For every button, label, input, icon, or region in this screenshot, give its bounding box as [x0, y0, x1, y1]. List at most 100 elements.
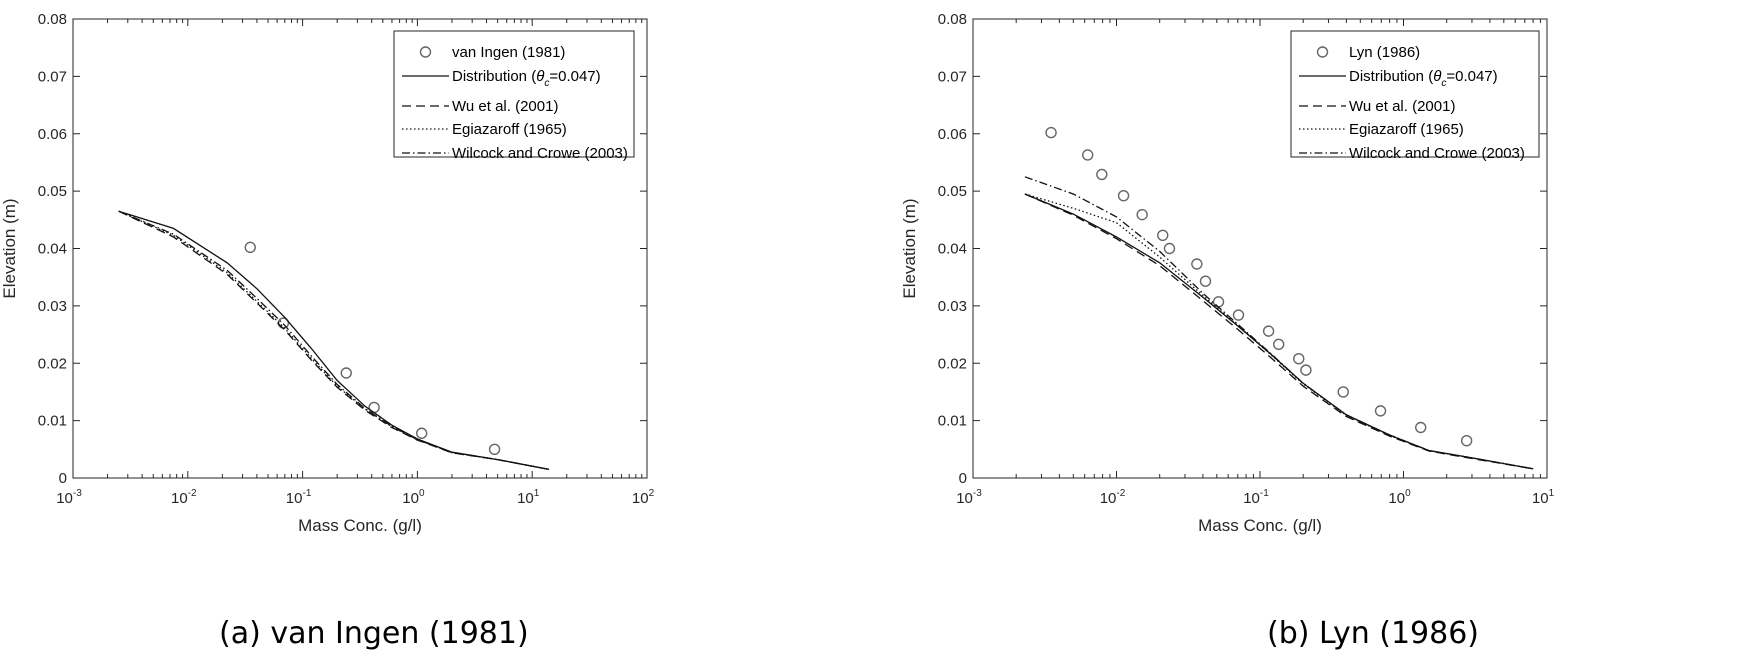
y-tick-label: 0.08: [938, 11, 967, 28]
x-tick-label: 10-2: [1100, 488, 1126, 507]
legend-label: Egiazaroff (1965): [452, 121, 567, 138]
x-tick-label: 102: [632, 488, 655, 507]
panel-b: 10-3 10-2 10-1 100 101 0 0.01 0.02 0.03 0.04 0.05 0…: [870, 0, 1753, 664]
legend-box: [393, 30, 635, 158]
legend-label: Wilcock and Crowe (2003): [452, 145, 628, 162]
series-line-dotted: [1024, 193, 1534, 470]
y-tick-label: 0.01: [938, 413, 967, 430]
data-point-circle: [1045, 126, 1057, 139]
x-axis-label: Mass Conc. (g/l): [1198, 516, 1322, 535]
y-tick-label: 0: [959, 470, 967, 487]
y-axis-label: Elevation (m): [900, 198, 919, 298]
data-point-circle: [1262, 325, 1275, 337]
legend-label: Lyn (1986): [1349, 44, 1420, 61]
data-point-circle: [1136, 208, 1148, 221]
x-tick-base: 10: [171, 490, 188, 507]
x-tick-base: 10: [632, 490, 649, 507]
legend-swatch-circle: [1316, 46, 1329, 58]
y-axis-label: Elevation (m): [0, 198, 19, 298]
x-tick-label: 10-1: [1243, 488, 1269, 507]
data-point-circle: [1163, 242, 1176, 255]
data-point-circle: [1460, 435, 1473, 447]
x-tick-base: 10: [1243, 490, 1260, 507]
y-tick-label: 0.01: [38, 413, 67, 430]
panel-a: 10-3 10-2 10-1 100 101 102 0 0.01 0.02 0.03 0.04 0.…: [0, 0, 870, 664]
y-tick-label: 0.06: [38, 126, 67, 143]
data-point-circle: [1273, 338, 1285, 351]
x-tick-exponent: -3: [973, 488, 982, 499]
legend-label: Distribution (θc=0.047): [452, 68, 601, 89]
x-tick-label: 100: [1388, 488, 1411, 507]
series-line-dashdot: [118, 210, 550, 471]
data-point-circle: [1191, 258, 1203, 270]
legend-label: Distribution (θc=0.047): [1349, 68, 1498, 89]
series-line-dotted: [118, 210, 550, 471]
data-point-circle: [1337, 386, 1349, 398]
legend-label: Wu et al. (2001): [1349, 98, 1455, 115]
data-point-circle: [1199, 275, 1212, 287]
x-tick-base: 10: [956, 490, 973, 507]
x-tick-label: 10-3: [956, 488, 982, 507]
x-tick-label: 100: [402, 488, 425, 507]
data-point-circle: [1374, 405, 1387, 417]
chart-a-svg: 10-3 10-2 10-1 100 101 10200.010.020.030.040.…: [0, 11, 655, 535]
legend-label-subscript: c: [544, 78, 549, 89]
x-tick-base: 10: [1100, 490, 1117, 507]
x-tick-base: 10: [286, 490, 303, 507]
data-point-circle: [488, 443, 501, 456]
x-tick-label: 10-1: [286, 488, 312, 507]
data-point-circle: [340, 367, 352, 379]
x-tick-exponent: 2: [649, 488, 655, 499]
x-tick-exponent: 0: [1405, 488, 1411, 499]
legend-label: Wilcock and Crowe (2003): [1349, 145, 1525, 162]
chart-caption: (a) van Ingen (1981): [219, 616, 529, 651]
y-tick-label: 0.04: [38, 241, 67, 258]
legend-label: Wu et al. (2001): [452, 98, 558, 115]
x-tick-base: 10: [402, 490, 419, 507]
data-point-circle: [244, 241, 256, 254]
x-tick-label: 101: [517, 488, 540, 507]
x-tick-exponent: -1: [1260, 488, 1269, 499]
legend-label: Egiazaroff (1965): [1349, 121, 1464, 138]
x-tick-exponent: 0: [419, 488, 425, 499]
y-tick-label: 0.05: [38, 183, 67, 200]
legend-label-part: =0.047): [1446, 68, 1497, 85]
series-line-dashdot: [1024, 176, 1534, 470]
y-tick-label: 0.05: [938, 183, 967, 200]
legend-label-theta: θ: [536, 68, 544, 85]
x-tick-label: 101: [1532, 488, 1555, 507]
x-tick-base: 10: [1388, 490, 1405, 507]
data-point-circle: [1082, 149, 1094, 161]
legend-label-theta: θ: [1433, 68, 1441, 85]
x-tick-label: 10-3: [56, 488, 82, 507]
y-tick-label: 0.07: [938, 68, 967, 85]
data-point-circle: [415, 427, 428, 439]
legend-box: [1290, 30, 1540, 158]
x-tick-exponent: -1: [302, 488, 311, 499]
y-tick-label: 0.02: [938, 355, 967, 372]
x-tick-exponent: -2: [188, 488, 197, 499]
y-tick-label: 0.02: [38, 355, 67, 372]
data-point-circle: [1293, 352, 1305, 365]
x-tick-exponent: 1: [534, 488, 540, 499]
x-tick-exponent: -3: [73, 488, 82, 499]
y-tick-label: 0.06: [938, 126, 967, 143]
y-tick-label: 0.03: [938, 298, 967, 315]
legend-label-part: =0.047): [549, 68, 600, 85]
legend-label-part: Distribution (: [452, 68, 536, 85]
chart-caption: (b) Lyn (1986): [1267, 616, 1480, 651]
data-point-circle: [1157, 229, 1169, 242]
x-tick-base: 10: [56, 490, 73, 507]
x-tick-base: 10: [1532, 490, 1549, 507]
data-point-circle: [1415, 421, 1427, 434]
y-tick-label: 0.03: [38, 298, 67, 315]
y-tick-label: 0.08: [38, 11, 67, 28]
chart-b-svg: 10-3 10-2 10-1 100 10100.010.020.030.040.050…: [900, 11, 1555, 535]
legend-label-part: Distribution (: [1349, 68, 1433, 85]
data-point-circle: [1117, 190, 1130, 202]
x-axis-label: Mass Conc. (g/l): [298, 516, 422, 535]
y-tick-label: 0.07: [38, 68, 67, 85]
data-point-circle: [1300, 364, 1312, 376]
x-tick-exponent: 1: [1549, 488, 1555, 499]
legend-label: van Ingen (1981): [452, 44, 565, 61]
